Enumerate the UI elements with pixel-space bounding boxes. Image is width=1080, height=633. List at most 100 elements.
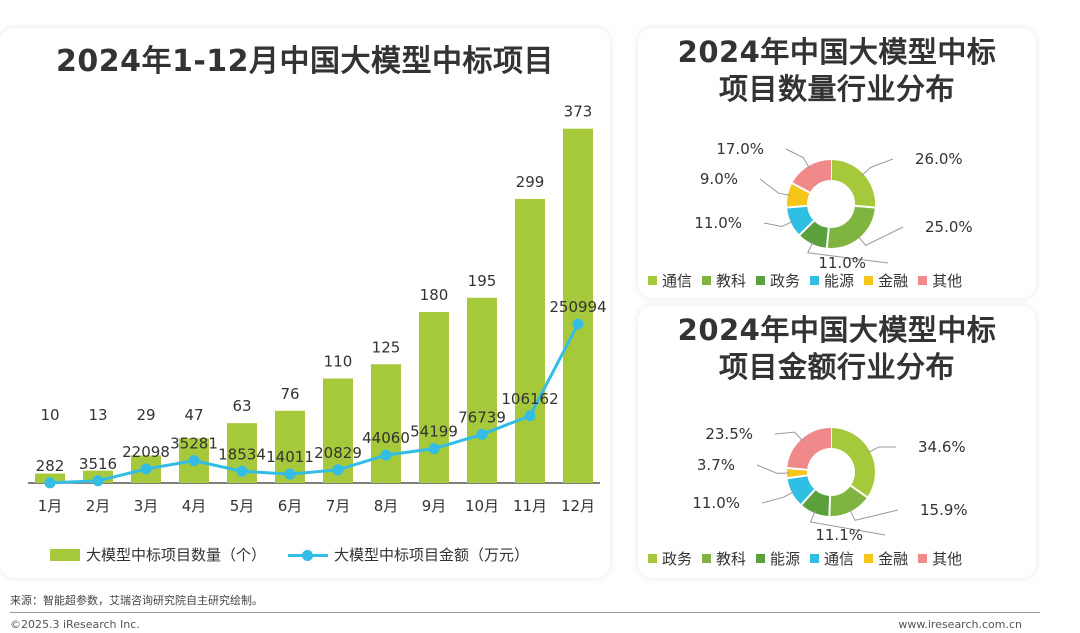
amount-point-12 — [572, 318, 584, 330]
line-value-label-2: 3516 — [79, 455, 117, 473]
slice-2 — [829, 485, 868, 516]
x-tick-label-1: 1月 — [38, 497, 63, 515]
slice-gap-3 — [825, 227, 830, 248]
pie-count-card: 2024年中国大模型中标 项目数量行业分布 26.0% 25.0% 11.0% 11.… — [638, 28, 1036, 298]
slice-label-1: 34.6% — [918, 438, 966, 456]
leader-line-1 — [867, 446, 897, 453]
pie-count-title-line2: 项目数量行业分布 — [718, 72, 955, 106]
legend-label-bar: 大模型中标项目数量（个） — [86, 546, 267, 564]
slice-gap-5 — [787, 474, 808, 480]
slice-1 — [830, 428, 875, 498]
legend-swatch-6 — [918, 554, 928, 563]
pie-amount-title-line2: 项目金额行业分布 — [718, 350, 955, 384]
legend-swatch-5 — [864, 554, 874, 563]
legend-item-3: 政务 — [756, 270, 800, 291]
leader-line-3 — [809, 510, 886, 536]
slice-1 — [830, 160, 875, 208]
bar-value-label-10: 195 — [468, 272, 497, 290]
legend-label-4: 通信 — [824, 550, 855, 568]
line-value-label-8: 44060 — [362, 429, 410, 447]
bar-10 — [467, 297, 497, 483]
leader-line-1 — [861, 158, 894, 176]
line-value-label-10: 76739 — [458, 408, 506, 426]
main-chart-title: 2024年1-12月中国大模型中标项目 — [55, 44, 555, 79]
legend-swatch-line — [288, 549, 329, 561]
slice-label-2: 25.0% — [925, 218, 973, 236]
x-tick-label-11: 11月 — [513, 497, 547, 515]
x-tick-label-10: 10月 — [465, 497, 499, 515]
amount-point-3 — [140, 463, 152, 475]
main-chart-card: 2024年1-12月中国大模型中标项目 10 1月 13 2月 29 3月 47 4月 63 5月… — [0, 28, 610, 578]
legend-label-5: 金融 — [878, 272, 909, 290]
legend-swatch-1 — [648, 554, 657, 563]
legend-item-5: 金融 — [864, 548, 908, 569]
pie-amount-title-line1: 2024年中国大模型中标 — [677, 313, 997, 347]
x-tick-label-9: 9月 — [422, 497, 447, 515]
legend-swatch-5 — [864, 276, 874, 285]
leader-line-5 — [759, 178, 790, 196]
bar-12 — [563, 128, 593, 483]
bar-value-label-7: 110 — [324, 353, 353, 371]
legend-swatch-4 — [810, 554, 820, 563]
amount-line — [49, 323, 580, 485]
legend-label-3: 政务 — [770, 272, 801, 290]
legend-swatch-6 — [918, 276, 928, 285]
copyright: ©2025.3 iResearch Inc. — [10, 618, 140, 631]
line-value-label-9: 54199 — [410, 423, 458, 441]
amount-point-7 — [332, 464, 344, 476]
bar-11 — [515, 198, 545, 483]
slice-label-1: 26.0% — [915, 150, 963, 168]
bar-value-label-9: 180 — [420, 286, 449, 304]
bar-value-label-6: 76 — [280, 385, 299, 403]
leader-line-4 — [763, 220, 794, 227]
legend-item-4: 能源 — [810, 270, 854, 291]
legend-label-1: 政务 — [662, 550, 693, 568]
legend-swatch-4 — [810, 276, 820, 285]
pie-count-title: 2024年中国大模型中标 项目数量行业分布 — [638, 34, 1036, 108]
pie-amount-plot: 34.6% 15.9% 11.1% 11.0% 3.7% 23.5% — [692, 425, 967, 544]
legend-item-1: 通信 — [648, 270, 692, 291]
slice-gap-2 — [850, 484, 868, 498]
legend-label-6: 其他 — [932, 272, 963, 290]
slice-gap-4 — [798, 220, 815, 236]
legend-label-4: 能源 — [824, 272, 855, 290]
legend-label-line: 大模型中标项目金额（万元） — [334, 546, 530, 564]
line-value-label-11: 106162 — [501, 390, 558, 408]
line-value-label-3: 22098 — [122, 443, 170, 461]
slice-gap-4 — [800, 489, 816, 506]
slice-label-5: 9.0% — [700, 170, 738, 188]
website-link[interactable]: www.iresearch.com.cn — [898, 618, 1022, 631]
x-tick-label-6: 6月 — [278, 497, 303, 515]
leader-line-2 — [849, 509, 899, 521]
legend-item-1: 政务 — [648, 548, 692, 569]
slice-label-5: 3.7% — [697, 456, 735, 474]
legend-label-2: 教科 — [716, 550, 747, 568]
leader-line-4 — [761, 491, 795, 504]
legend-item-4: 通信 — [810, 548, 854, 569]
slice-4 — [787, 474, 816, 505]
legend-item-2: 教科 — [702, 548, 746, 569]
line-value-label-6: 14011 — [266, 448, 314, 466]
slice-2 — [826, 205, 875, 248]
x-tick-label-2: 2月 — [86, 497, 111, 515]
slice-label-3: 11.1% — [815, 526, 863, 544]
leader-line-5 — [756, 464, 790, 474]
line-value-label-12: 250994 — [549, 298, 606, 316]
amount-point-5 — [236, 465, 248, 477]
slice-gap-6 — [787, 466, 808, 471]
pie-amount-title: 2024年中国大模型中标 项目金额行业分布 — [638, 312, 1036, 386]
slice-6 — [792, 160, 832, 194]
line-value-label-7: 20829 — [314, 444, 362, 462]
legend-label-2: 教科 — [716, 272, 747, 290]
line-value-label-5: 18534 — [218, 445, 266, 463]
amount-point-10 — [476, 428, 488, 440]
x-tick-label-5: 5月 — [230, 497, 255, 515]
legend-label-1: 通信 — [662, 272, 693, 290]
main-chart-legend: 大模型中标项目数量（个） 大模型中标项目金额（万元） — [50, 544, 529, 565]
amount-point-4 — [188, 455, 200, 467]
legend-item-2: 教科 — [702, 270, 746, 291]
slice-label-6: 17.0% — [716, 140, 764, 158]
slice-3 — [799, 220, 830, 248]
bar-value-label-11: 299 — [516, 173, 545, 191]
slice-gap-3 — [828, 495, 832, 517]
